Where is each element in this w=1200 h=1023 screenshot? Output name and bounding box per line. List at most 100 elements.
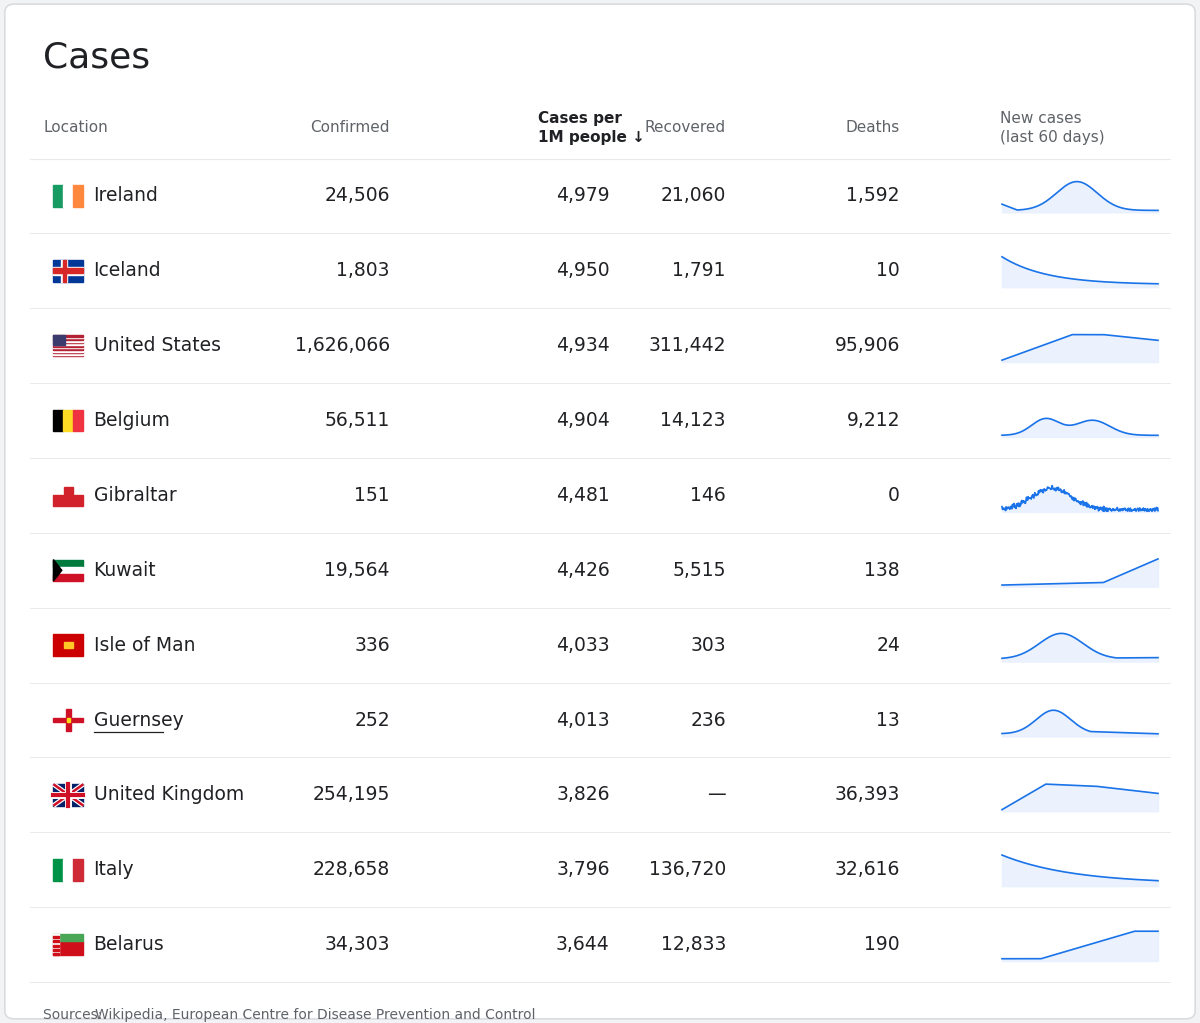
- Text: 5,515: 5,515: [672, 561, 726, 580]
- Text: 1,626,066: 1,626,066: [295, 337, 390, 355]
- Bar: [54, 335, 65, 345]
- Text: 24: 24: [876, 635, 900, 655]
- Text: 4,426: 4,426: [556, 561, 610, 580]
- Text: 3,644: 3,644: [556, 935, 610, 954]
- Bar: [54, 936, 60, 938]
- Bar: [54, 953, 60, 955]
- Text: Iceland: Iceland: [94, 261, 161, 280]
- Bar: [64, 642, 73, 649]
- Bar: [73, 185, 83, 207]
- Bar: [54, 350, 84, 352]
- Text: Recovered: Recovered: [644, 121, 726, 135]
- Text: Cases: Cases: [43, 40, 150, 75]
- Text: 4,481: 4,481: [556, 486, 610, 505]
- Text: 95,906: 95,906: [835, 337, 900, 355]
- Text: Deaths: Deaths: [846, 121, 900, 135]
- Text: 19,564: 19,564: [324, 561, 390, 580]
- Bar: [54, 718, 84, 722]
- Text: United States: United States: [94, 337, 221, 355]
- Bar: [54, 560, 84, 567]
- Bar: [54, 495, 84, 506]
- Polygon shape: [54, 560, 62, 581]
- Bar: [62, 260, 66, 281]
- Text: Gibraltar: Gibraltar: [94, 486, 176, 505]
- Text: 13: 13: [876, 711, 900, 729]
- Text: 136,720: 136,720: [649, 860, 726, 880]
- Bar: [54, 949, 60, 951]
- Text: 4,950: 4,950: [556, 261, 610, 280]
- Text: Sources:: Sources:: [43, 1008, 107, 1022]
- Bar: [54, 185, 64, 207]
- Text: 21,060: 21,060: [661, 186, 726, 206]
- Text: 252: 252: [354, 711, 390, 729]
- Text: 151: 151: [354, 486, 390, 505]
- Text: 303: 303: [690, 635, 726, 655]
- Text: 12,833: 12,833: [661, 935, 726, 954]
- Text: 146: 146: [690, 486, 726, 505]
- Bar: [54, 267, 84, 274]
- Text: Ireland: Ireland: [94, 186, 158, 206]
- Bar: [54, 410, 64, 432]
- Bar: [54, 940, 60, 942]
- Bar: [54, 785, 84, 806]
- Text: Location: Location: [43, 121, 108, 135]
- Text: 254,195: 254,195: [313, 786, 390, 804]
- Text: Cases per
1M people ↓: Cases per 1M people ↓: [538, 110, 644, 145]
- Text: Kuwait: Kuwait: [94, 561, 156, 580]
- Bar: [54, 941, 84, 955]
- Text: 10: 10: [876, 261, 900, 280]
- Text: 228,658: 228,658: [313, 860, 390, 880]
- Text: Italy: Italy: [94, 860, 134, 880]
- Bar: [54, 709, 84, 730]
- Text: Belgium: Belgium: [94, 411, 170, 430]
- Text: 1,791: 1,791: [672, 261, 726, 280]
- Text: 190: 190: [864, 935, 900, 954]
- Bar: [54, 347, 84, 348]
- Bar: [54, 934, 60, 955]
- Bar: [54, 567, 84, 574]
- Text: 3,826: 3,826: [556, 786, 610, 804]
- Text: Guernsey: Guernsey: [94, 711, 184, 729]
- Bar: [54, 344, 84, 345]
- Bar: [54, 335, 84, 337]
- Bar: [54, 268, 84, 273]
- Bar: [54, 342, 84, 344]
- FancyBboxPatch shape: [5, 4, 1195, 1019]
- Text: 4,033: 4,033: [556, 635, 610, 655]
- Text: 0: 0: [888, 486, 900, 505]
- Bar: [54, 348, 84, 350]
- Bar: [54, 934, 84, 941]
- Bar: [54, 574, 84, 581]
- Bar: [54, 485, 84, 495]
- Text: 9,212: 9,212: [846, 411, 900, 430]
- Text: Confirmed: Confirmed: [311, 121, 390, 135]
- Text: United Kingdom: United Kingdom: [94, 786, 244, 804]
- Text: 56,511: 56,511: [325, 411, 390, 430]
- Bar: [65, 493, 67, 498]
- Bar: [54, 355, 84, 356]
- Text: 1,803: 1,803: [336, 261, 390, 280]
- Text: 311,442: 311,442: [648, 337, 726, 355]
- Bar: [67, 718, 70, 722]
- Text: 3,796: 3,796: [556, 860, 610, 880]
- Text: 14,123: 14,123: [660, 411, 726, 430]
- Text: 4,934: 4,934: [556, 337, 610, 355]
- Text: 4,013: 4,013: [556, 711, 610, 729]
- Text: Isle of Man: Isle of Man: [94, 635, 196, 655]
- Bar: [54, 345, 84, 347]
- Text: —: —: [707, 786, 726, 804]
- Text: 4,904: 4,904: [556, 411, 610, 430]
- Bar: [73, 410, 83, 432]
- Bar: [54, 260, 84, 281]
- Bar: [64, 859, 73, 881]
- Bar: [54, 352, 84, 353]
- Text: 4,979: 4,979: [556, 186, 610, 206]
- Bar: [54, 859, 64, 881]
- Text: Wikipedia, European Centre for Disease Prevention and Control: Wikipedia, European Centre for Disease P…: [95, 1008, 535, 1022]
- Bar: [54, 340, 84, 342]
- Text: 24,506: 24,506: [324, 186, 390, 206]
- Bar: [73, 859, 83, 881]
- Bar: [64, 185, 73, 207]
- Text: Belarus: Belarus: [94, 935, 164, 954]
- Text: 336: 336: [354, 635, 390, 655]
